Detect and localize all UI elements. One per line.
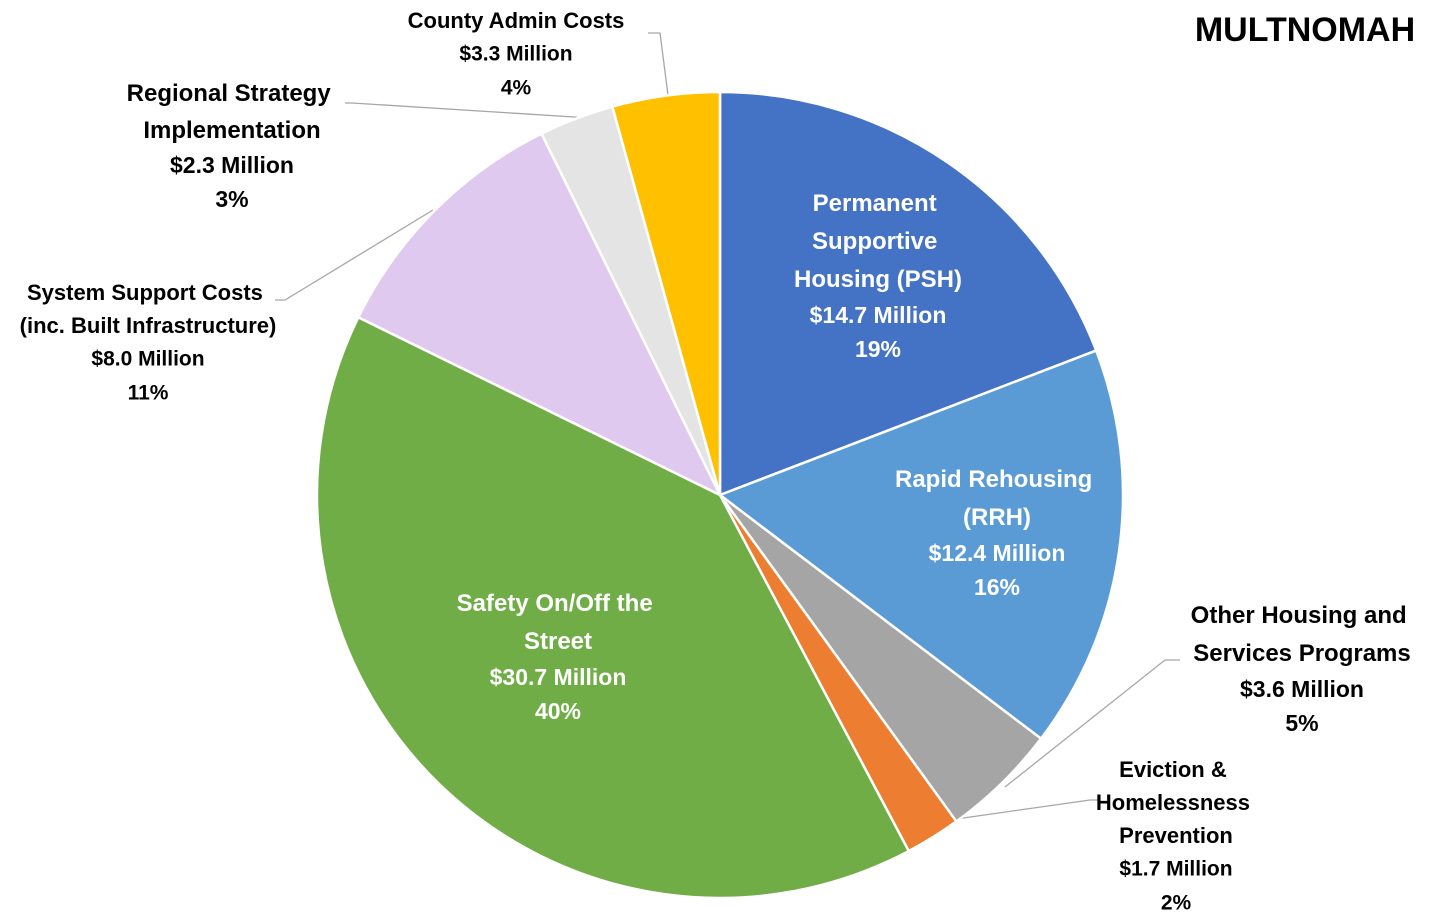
- value-label: $2.3 Million: [170, 152, 294, 178]
- leader-line: [648, 32, 669, 96]
- pie-slice: [717, 348, 1125, 741]
- label-line: Housing (PSH): [794, 266, 962, 293]
- label-line: System Support Costs: [27, 280, 269, 305]
- value-label: $30.7 Million: [490, 664, 627, 690]
- percent-label: 40%: [535, 698, 581, 724]
- leader-line: [1004, 659, 1180, 788]
- percent-label: 3%: [215, 186, 248, 212]
- value-label: $12.4 Million: [929, 540, 1066, 566]
- slice-label: Permanent Supportive Housing (PSH): [794, 190, 962, 293]
- value-label: $14.7 Million: [810, 302, 947, 328]
- pie-slice: [610, 90, 722, 496]
- leader-line: [934, 799, 1100, 823]
- label-line: (RRH): [963, 504, 1031, 531]
- percent-label: 19%: [855, 336, 901, 362]
- percent-label: 16%: [974, 574, 1020, 600]
- label-line: (inc. Built Infrastructure): [20, 313, 277, 338]
- label-line: Permanent: [813, 190, 944, 217]
- percent-label: 5%: [1285, 710, 1318, 736]
- pie-slice: [356, 131, 723, 498]
- pie-slice: [718, 90, 1098, 497]
- leader-line: [345, 102, 591, 119]
- slice-label: Regional Strategy Implementation: [127, 80, 338, 144]
- label-line: Regional Strategy: [127, 80, 338, 107]
- percent-label: 4%: [501, 77, 532, 100]
- value-label: $1.7 Million: [1119, 858, 1232, 881]
- slice-label: Safety On/Off the Street: [457, 590, 660, 655]
- slice-label: Eviction & Homelessness Prevention: [1096, 757, 1256, 848]
- label-line: County Admin Costs: [408, 8, 625, 33]
- label-line: Prevention: [1119, 823, 1233, 848]
- chart-title: MULTNOMAH: [1195, 11, 1415, 49]
- label-line: Other Housing and: [1191, 602, 1414, 629]
- leader-line: [275, 209, 434, 301]
- slice-label: Rapid Rehousing (RRH): [895, 466, 1099, 531]
- value-label: $3.6 Million: [1240, 676, 1364, 702]
- label-line: Services Programs: [1193, 640, 1410, 667]
- pie-slice: [315, 315, 911, 900]
- label-line: Rapid Rehousing: [895, 466, 1099, 493]
- slice-label: County Admin Costs: [408, 8, 625, 33]
- label-line: Implementation: [143, 117, 320, 144]
- percent-label: 11%: [128, 382, 169, 405]
- slice-label: Other Housing and Services Programs: [1191, 602, 1414, 667]
- label-line: Eviction &: [1119, 757, 1233, 782]
- value-label: $8.0 Million: [91, 348, 204, 371]
- label-line: Street: [524, 628, 592, 655]
- leader-lines: [275, 32, 1180, 823]
- label-line: Safety On/Off the: [457, 590, 660, 617]
- percent-label: 2%: [1161, 892, 1192, 915]
- value-label: $3.3 Million: [459, 43, 572, 66]
- slice-label: System Support Costs (inc. Built Infrast…: [20, 280, 277, 338]
- label-line: Supportive: [812, 228, 944, 255]
- label-line: Homelessness: [1096, 790, 1256, 815]
